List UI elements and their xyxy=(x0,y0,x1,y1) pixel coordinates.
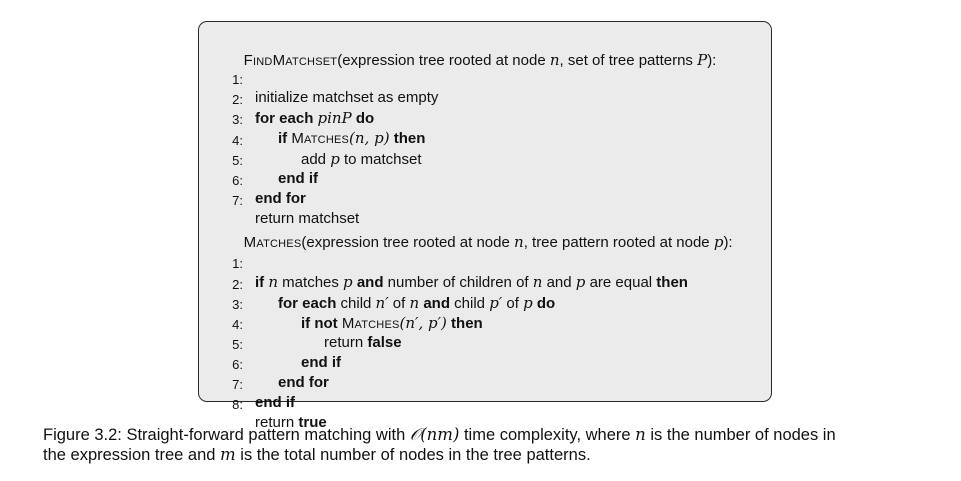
line-number: 6: xyxy=(232,357,243,372)
line-number: 3: xyxy=(232,112,243,127)
algorithm-line: 7: return matchset xyxy=(199,174,359,227)
line-number: 6: xyxy=(232,173,243,188)
algorithm-line: 5: end if xyxy=(199,134,318,187)
algorithm-line: 1: initialize matchset as empty xyxy=(199,53,438,106)
algorithm-line: 5: end if xyxy=(199,318,341,371)
line-number: 3: xyxy=(232,297,243,312)
line-number: 2: xyxy=(232,92,243,107)
line-number: 8: xyxy=(232,397,243,412)
line-number: 4: xyxy=(232,317,243,332)
figure-caption: Figure 3.2: Straight-forward pattern mat… xyxy=(43,425,943,465)
line-number: 7: xyxy=(232,193,243,208)
algorithm-line: 8: return true xyxy=(199,378,327,431)
algorithm-line: 4: return false xyxy=(199,298,401,351)
line-number: 2: xyxy=(232,277,243,292)
algorithm-line: 6: end for xyxy=(199,338,329,391)
algorithm-line: 4: add p to matchset xyxy=(199,114,421,168)
algorithm-line: 3: if Matches(n, p) then xyxy=(199,93,425,147)
caption-line: Figure 3.2: Straight-forward pattern mat… xyxy=(43,425,836,444)
algorithm-line: 2: for each pinP do xyxy=(199,73,374,127)
procedure-name: Matches xyxy=(243,234,302,251)
line-number: 1: xyxy=(232,72,243,87)
algorithm-line: 6: end for xyxy=(199,154,306,207)
line-number: 5: xyxy=(232,153,243,168)
algorithm-line: 1: if n matches p and number of children… xyxy=(199,237,688,291)
line-number: 1: xyxy=(232,256,243,271)
line-number: 7: xyxy=(232,377,243,392)
algorithm-box: FindMatchset(expression tree rooted at n… xyxy=(198,21,772,431)
caption-line: the expression tree and m is the total n… xyxy=(43,445,591,464)
find-matchset-header: FindMatchset(expression tree rooted at n… xyxy=(243,51,717,69)
procedure-name: FindMatchset xyxy=(243,52,338,69)
algorithm-line: 7: end if xyxy=(199,358,295,411)
matches-header: Matches(expression tree rooted at node n… xyxy=(243,233,733,251)
line-number: 4: xyxy=(232,133,243,148)
algorithm-line: 2: for each child n′ of n and child p′ o… xyxy=(199,258,555,312)
line-number: 5: xyxy=(232,337,243,352)
algorithm-line: 3: if not Matches(n′, p′) then xyxy=(199,278,483,332)
